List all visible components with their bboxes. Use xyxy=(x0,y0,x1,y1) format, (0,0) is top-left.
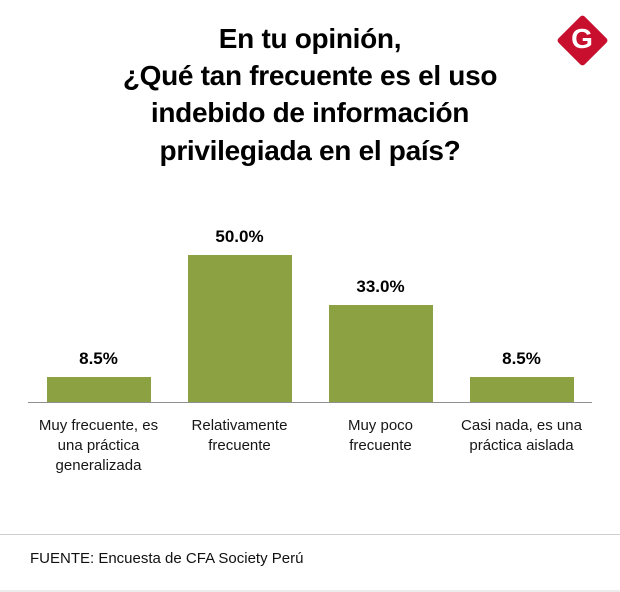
title-line-2: ¿Qué tan frecuente es el uso xyxy=(122,60,498,92)
footer: FUENTE: Encuesta de CFA Society Perú xyxy=(0,534,620,567)
page-title: En tu opinión, ¿Qué tan frecuente es el … xyxy=(0,20,620,169)
footer-divider xyxy=(0,534,620,535)
bar xyxy=(469,377,574,402)
bar xyxy=(187,255,292,402)
bar-value-label: 50.0% xyxy=(215,227,264,246)
bar xyxy=(46,377,151,402)
category-label: Muy frecuente, es una práctica generaliz… xyxy=(38,417,159,474)
logo-letter: G xyxy=(571,23,593,54)
category-label: Muy poco frecuente xyxy=(347,417,414,454)
bar-group: 8.5% xyxy=(451,349,592,402)
chart-plot-area: 8.5% 50.0% 33.0% 8.5% xyxy=(28,213,592,403)
bar-value-label: 33.0% xyxy=(356,277,405,296)
bar-group: 50.0% xyxy=(169,227,310,402)
category-label: Casi nada, es una práctica aislada xyxy=(461,417,582,454)
bar xyxy=(328,305,433,402)
bar-group: 33.0% xyxy=(310,277,451,402)
category-label: Relativamente frecuente xyxy=(191,417,288,454)
title-line-4: privilegiada en el país? xyxy=(159,134,461,166)
bar-value-label: 8.5% xyxy=(502,349,541,368)
bar-value-label: 8.5% xyxy=(79,349,118,368)
title-line-3: indebido de información xyxy=(150,97,470,129)
bar-group: 8.5% xyxy=(28,349,169,402)
source-note: FUENTE: Encuesta de CFA Society Perú xyxy=(30,550,304,567)
bar-chart: 8.5% 50.0% 33.0% 8.5% Muy frecuente, es una… xyxy=(28,213,592,475)
gestion-logo: G xyxy=(554,12,610,68)
chart-category-axis: Muy frecuente, es una práctica generaliz… xyxy=(28,403,592,475)
title-line-1: En tu opinión, xyxy=(218,23,402,54)
